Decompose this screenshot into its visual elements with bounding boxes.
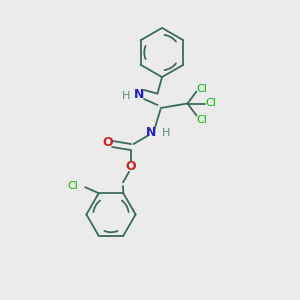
Text: Cl: Cl: [196, 115, 207, 125]
Text: N: N: [134, 88, 145, 101]
Text: Cl: Cl: [206, 98, 216, 109]
Text: H: H: [122, 91, 130, 101]
Text: O: O: [125, 160, 136, 173]
Text: H: H: [162, 128, 171, 139]
Text: Cl: Cl: [68, 181, 79, 191]
Text: N: N: [146, 125, 157, 139]
Text: Cl: Cl: [196, 83, 207, 94]
Text: O: O: [103, 136, 113, 149]
